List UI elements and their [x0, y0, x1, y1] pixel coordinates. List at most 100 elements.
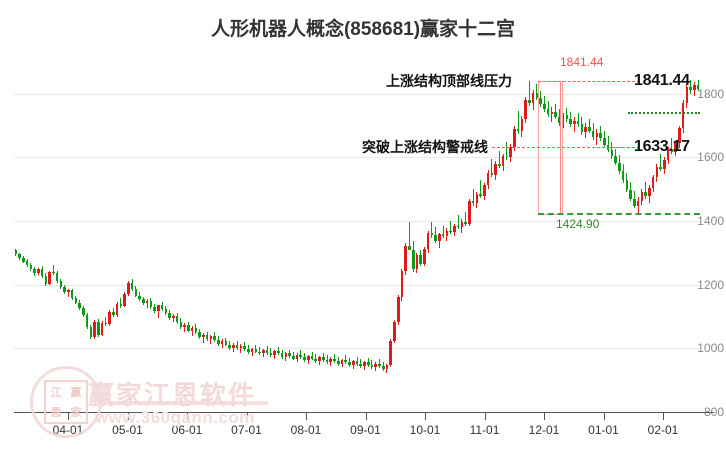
resistance-line [538, 80, 640, 82]
candle-body [299, 354, 303, 358]
candle-body [130, 282, 134, 290]
candle-body [123, 294, 126, 306]
candle-body [232, 344, 235, 348]
candle-wick [221, 339, 223, 349]
candle-body [449, 230, 452, 232]
candle-body [666, 149, 670, 160]
candle-body [194, 328, 198, 332]
candle-body [494, 163, 497, 175]
candle-body [550, 111, 554, 115]
candle-body [265, 350, 269, 353]
chart-plot-area[interactable]: 1800 1600 1400 1200 1000 800 上涨结构顶部线压力 突破上涨结构警… [0, 50, 726, 418]
candle-body [509, 146, 512, 158]
candle-body [648, 188, 651, 197]
candle-body [138, 295, 141, 300]
x-tickmark-08-01 [306, 412, 307, 420]
candle-body [108, 312, 111, 325]
candle-body [618, 162, 621, 172]
candle-body [97, 321, 100, 335]
candle-body [520, 118, 524, 132]
candle-wick [105, 316, 107, 327]
candle-body [145, 300, 149, 304]
x-tick-06-01: 06-01 [171, 423, 203, 437]
candle-body [393, 322, 396, 341]
candle-body [685, 87, 689, 103]
candle-body [14, 250, 18, 255]
candle-body [134, 289, 138, 296]
x-tick-10-01: 10-01 [409, 423, 441, 437]
candle-body [528, 100, 531, 103]
candle-wick [270, 348, 272, 357]
candle-body [411, 249, 415, 270]
candle-body [52, 272, 55, 274]
candle-body [314, 358, 318, 362]
x-tick-02-01: 02-01 [647, 423, 679, 437]
candle-wick [431, 222, 433, 238]
candle-body [415, 255, 419, 270]
candle-wick [570, 111, 572, 127]
x-tickmark-11-01 [484, 412, 486, 420]
candle-body [426, 233, 430, 250]
candle-body [175, 315, 179, 322]
candle-body [310, 356, 314, 359]
candle-body [621, 171, 625, 181]
x-tick-09-01: 09-01 [350, 423, 381, 437]
candle-body [396, 297, 400, 323]
candle-wick [202, 333, 204, 344]
candle-body [498, 163, 501, 166]
candle-body [535, 92, 539, 98]
swing-low-line [538, 213, 700, 216]
x-tick-08-01: 08-01 [290, 423, 322, 437]
x-tick-07-01: 07-01 [231, 423, 262, 437]
candle-body [543, 104, 546, 110]
candle-body [325, 359, 329, 363]
candle-wick [600, 125, 602, 141]
candle-body [220, 341, 224, 344]
candle-wick [450, 221, 452, 235]
candle-wick [588, 119, 590, 134]
candle-body [25, 261, 29, 265]
candle-body [430, 233, 434, 236]
candle-body [640, 192, 644, 201]
price-label-top: 1841.44 [634, 71, 690, 89]
candle-body [89, 327, 93, 337]
candle-body [78, 302, 81, 309]
x-tickmark-02-01 [663, 412, 664, 420]
gridline-1200 [14, 284, 700, 286]
x-tickmark-06-01 [187, 412, 188, 420]
candle-body [363, 362, 366, 367]
candle-body [389, 340, 392, 365]
annotation-resistance-text: 上涨结构顶部线压力 [386, 72, 512, 89]
candle-body [127, 282, 130, 295]
candle-body [228, 344, 231, 348]
candle-body [351, 361, 355, 365]
price-label-warning: 1633.17 [634, 137, 690, 155]
candle-body [336, 361, 340, 364]
candle-body [303, 357, 306, 360]
watermark-url: www.360gann.com [95, 408, 255, 427]
y-tick-1000: 1000 [697, 341, 724, 356]
candle-body [651, 177, 655, 188]
candle-body [419, 255, 422, 264]
candle-body [404, 245, 407, 272]
candle-body [576, 120, 580, 125]
candle-body [280, 353, 284, 358]
candle-body [55, 272, 59, 281]
seal-char-0: 江 [50, 387, 62, 399]
candle-wick [240, 343, 242, 353]
annotation-warning-text: 突破上涨结构警戒线 [362, 138, 488, 155]
candle-body [408, 245, 411, 250]
candle-wick [184, 322, 186, 333]
candle-body [599, 133, 602, 139]
candle-body [37, 269, 40, 273]
candle-wick [491, 158, 493, 178]
candle-body [580, 124, 584, 132]
candle-body [269, 352, 273, 355]
candle-body [445, 230, 449, 237]
candle-body [614, 156, 617, 163]
candle-body [441, 234, 445, 237]
gridline-1800 [14, 93, 700, 95]
candle-body [198, 331, 201, 337]
candle-body [370, 364, 374, 368]
candle-body [355, 361, 359, 364]
